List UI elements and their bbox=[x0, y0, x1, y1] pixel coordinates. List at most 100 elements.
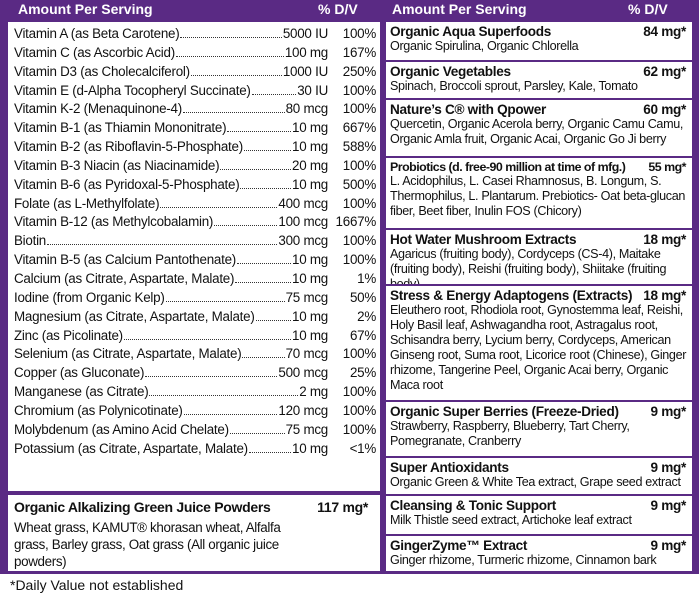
ingredient-section: Organic Aqua Superfoods 84 mg* Organic Spi… bbox=[386, 22, 692, 60]
ingredient-section: Stress & Energy Adaptogens (Extracts) 18 … bbox=[386, 286, 692, 400]
nutrient-row: Vitamin B-2 (as Riboflavin-5-Phosphate) 1… bbox=[14, 139, 376, 158]
nutrient-amount: 70 mcg bbox=[285, 346, 329, 362]
nutrient-row: Vitamin E (d-Alpha Tocopheryl Succinate)… bbox=[14, 83, 376, 102]
dot-leader bbox=[235, 281, 292, 283]
nutrient-name: Vitamin B-12 (as Methylcobalamin) bbox=[14, 214, 214, 230]
dot-leader bbox=[255, 319, 292, 321]
section-title: Stress & Energy Adaptogens (Extracts) bbox=[390, 288, 633, 303]
section-amount: 117 mg* bbox=[317, 499, 368, 515]
section-title-row: Organic Alkalizing Green Juice Powders 1… bbox=[14, 499, 374, 515]
dot-leader bbox=[236, 263, 292, 265]
nutrient-amount: 120 mcg bbox=[278, 402, 328, 418]
nutrient-row: Chromium (as Polynicotinate) 120 mcg 100% bbox=[14, 403, 376, 422]
section-desc: Ginger rhizome, Turmeric rhizome, Cinnam… bbox=[390, 553, 657, 567]
section-amount: 60 mg* bbox=[643, 102, 686, 117]
nutrient-row: Potassium (as Citrate, Aspartate, Malate… bbox=[14, 441, 376, 460]
section-amount: 9 mg* bbox=[650, 460, 686, 475]
section-desc: Quercetin, Organic Acerola berry, Organi… bbox=[390, 117, 684, 146]
section-amount: 9 mg* bbox=[650, 538, 686, 553]
nutrient-dv: 500% bbox=[342, 176, 377, 192]
dot-leader bbox=[47, 244, 278, 246]
nutrient-dv: 100% bbox=[342, 346, 377, 362]
section-desc: Spinach, Broccoli sprout, Parsley, Kale,… bbox=[390, 79, 638, 93]
nutrient-dv: 100% bbox=[342, 402, 377, 418]
section-title: Organic Alkalizing Green Juice Powders bbox=[14, 499, 271, 515]
nutrient-row: Vitamin B-5 (as Calcium Pantothenate) 10 … bbox=[14, 252, 376, 271]
nutrient-amount: 10 mg bbox=[292, 120, 328, 136]
nutrient-name: Vitamin A (as Beta Carotene) bbox=[14, 26, 180, 41]
dot-leader bbox=[175, 55, 284, 57]
section-title: Hot Water Mushroom Extracts bbox=[390, 232, 577, 247]
nutrient-row: Zinc (as Picolinate) 10 mg 67% bbox=[14, 328, 376, 347]
section-desc: Wheat grass, KAMUT® khorasan wheat, Alfa… bbox=[14, 520, 281, 569]
nutrient-amount: 20 mg bbox=[292, 157, 328, 173]
section-title-row: Nature’s C® with Qpower 60 mg* bbox=[386, 100, 692, 117]
nutrient-name: Vitamin B-1 (as Thiamin Mononitrate) bbox=[14, 120, 227, 136]
nutrient-row: Iodine (from Organic Kelp) 75 mcg 50% bbox=[14, 290, 376, 309]
nutrient-row: Molybdenum (as Amino Acid Chelate) 75 mcg… bbox=[14, 422, 376, 441]
nutrient-amount: 300 mcg bbox=[278, 233, 328, 249]
nutrient-dv: 100% bbox=[342, 233, 377, 249]
section-amount: 18 mg* bbox=[643, 288, 686, 303]
section-desc: L. Acidophilus, L. Casei Rhamnosus, B. L… bbox=[390, 174, 686, 218]
dot-leader bbox=[240, 187, 292, 189]
dot-leader bbox=[248, 451, 292, 453]
nutrient-amount: 10 mg bbox=[292, 252, 328, 268]
ingredient-section: Cleansing & Tonic Support 9 mg* Milk Thist… bbox=[386, 496, 692, 534]
nutrient-dv: 100% bbox=[342, 157, 377, 173]
nutrient-dv: <1% bbox=[349, 440, 377, 456]
section-title-row: Super Antioxidants 9 mg* bbox=[386, 458, 692, 475]
nutrient-amount: 10 mg bbox=[292, 327, 328, 343]
section-title: Organic Super Berries (Freeze-Dried) bbox=[390, 404, 619, 419]
nutrient-amount: 75 mcg bbox=[285, 289, 329, 305]
section-title-row: GingerZyme™ Extract 9 mg* bbox=[386, 536, 692, 553]
dot-leader bbox=[251, 93, 297, 95]
section-desc: Strawberry, Raspberry, Blueberry, Tart C… bbox=[390, 419, 630, 448]
section-title: Cleansing & Tonic Support bbox=[390, 498, 556, 513]
nutrient-name: Calcium (as Citrate, Aspartate, Malate) bbox=[14, 270, 235, 286]
section-desc: Eleuthero root, Rhodiola root, Gynostemm… bbox=[390, 303, 687, 392]
nutrient-name: Vitamin D3 (as Cholecalciferol) bbox=[14, 63, 190, 79]
nutrient-dv: 100% bbox=[342, 26, 377, 41]
nutrient-row: Vitamin D3 (as Cholecalciferol) 1000 IU 25… bbox=[14, 64, 376, 83]
nutrient-amount: 75 mcg bbox=[285, 421, 329, 437]
header-label: Amount Per Serving bbox=[392, 1, 527, 17]
nutrient-dv: 2% bbox=[357, 308, 376, 324]
nutrient-dv: 100% bbox=[342, 82, 377, 98]
nutrient-name: Selenium (as Citrate, Aspartate, Malate) bbox=[14, 346, 242, 362]
nutrient-name: Iodine (from Organic Kelp) bbox=[14, 289, 165, 305]
green-juice-section: Organic Alkalizing Green Juice Powders 1… bbox=[8, 495, 380, 571]
nutrient-row: Vitamin A (as Beta Carotene) 5000 IU 100% bbox=[14, 26, 376, 45]
nutrient-dv: 100% bbox=[342, 421, 377, 437]
dot-leader bbox=[145, 376, 278, 378]
nutrient-name: Vitamin E (d-Alpha Tocopheryl Succinate) bbox=[14, 82, 251, 98]
ingredient-section: Nature’s C® with Qpower 60 mg* Quercetin, … bbox=[386, 100, 692, 156]
section-amount: 9 mg* bbox=[650, 404, 686, 419]
nutrient-dv: 25% bbox=[349, 365, 376, 381]
section-title-row: Hot Water Mushroom Extracts 18 mg* bbox=[386, 230, 692, 247]
nutrient-dv: 100% bbox=[342, 101, 377, 117]
header-dv: % D/V bbox=[318, 1, 358, 17]
nutrient-row: Vitamin B-1 (as Thiamin Mononitrate) 10 m… bbox=[14, 120, 376, 139]
section-amount: 9 mg* bbox=[650, 498, 686, 513]
nutrient-amount: 10 mg bbox=[292, 308, 328, 324]
nutrient-amount: 30 IU bbox=[297, 82, 328, 98]
nutrient-name: Folate (as L-Methylfolate) bbox=[14, 195, 160, 211]
nutrient-name: Molybdenum (as Amino Acid Chelate) bbox=[14, 421, 229, 437]
dot-leader bbox=[227, 131, 292, 133]
nutrient-amount: 100 mg bbox=[284, 44, 328, 60]
nutrient-amount: 80 mcg bbox=[285, 101, 329, 117]
section-title: Organic Aqua Superfoods bbox=[390, 24, 552, 39]
dot-leader bbox=[243, 150, 292, 152]
facts-panel: Amount Per Serving % D/V Amount Per Serv… bbox=[0, 0, 699, 574]
nutrient-row: Selenium (as Citrate, Aspartate, Malate)… bbox=[14, 346, 376, 365]
nutrient-row: Manganese (as Citrate) 2 mg 100% bbox=[14, 384, 376, 403]
nutrient-name: Vitamin C (as Ascorbic Acid) bbox=[14, 44, 175, 60]
nutrient-name: Chromium (as Polynicotinate) bbox=[14, 402, 183, 418]
nutrient-row: Vitamin C (as Ascorbic Acid) 100 mg 167% bbox=[14, 45, 376, 64]
nutrient-dv: 100% bbox=[342, 384, 377, 400]
nutrient-list: Vitamin A (as Beta Carotene) 5000 IU 100% V… bbox=[8, 22, 380, 491]
nutrient-amount: 2 mg bbox=[299, 384, 328, 400]
ingredient-section: Super Antioxidants 9 mg* Organic Green & W… bbox=[386, 458, 692, 494]
